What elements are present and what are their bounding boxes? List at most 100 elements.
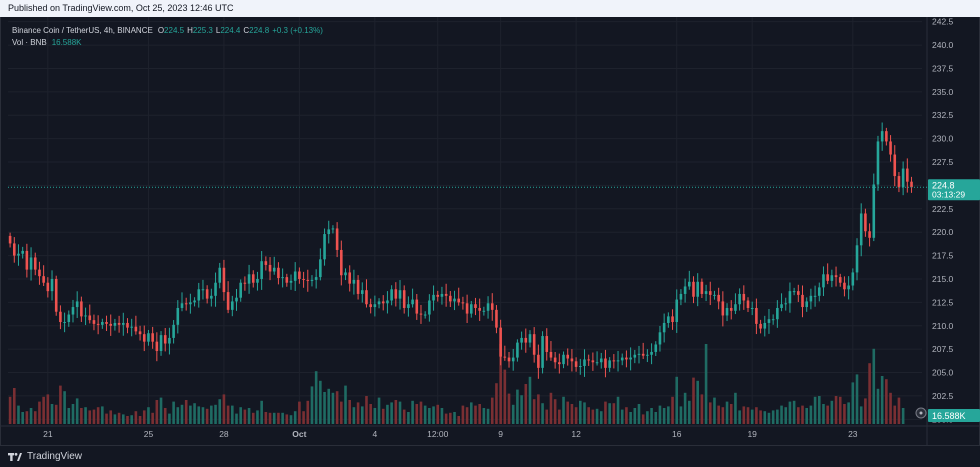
- candle: [172, 320, 175, 344]
- candle: [71, 299, 75, 323]
- x-tick-label: 21: [43, 429, 53, 439]
- candle-body: [67, 314, 71, 323]
- volume-bar: [541, 403, 544, 424]
- volume-bar: [415, 404, 419, 424]
- candle-body: [797, 291, 800, 295]
- volume-bar: [578, 400, 582, 424]
- candle: [599, 352, 603, 369]
- candle: [239, 279, 242, 302]
- chart-settings-icon-dot: [919, 411, 923, 415]
- candle: [637, 345, 641, 364]
- candle: [495, 305, 498, 334]
- candle: [449, 291, 452, 308]
- volume-bar: [398, 401, 402, 424]
- volume-bar: [755, 407, 758, 424]
- legend-symbol[interactable]: Binance Coin / TetherUS, 4h, BINANCE: [12, 26, 153, 35]
- candle: [541, 331, 544, 374]
- legend-volume-row: Vol · BNB 16.588K: [12, 37, 326, 49]
- candle: [63, 312, 66, 333]
- candle-body: [38, 269, 41, 277]
- volume-bar: [335, 391, 339, 424]
- volume-bar: [864, 398, 867, 424]
- volume-bar: [432, 406, 435, 424]
- candle-body: [46, 282, 50, 292]
- candle-body: [394, 289, 398, 299]
- candle: [683, 278, 687, 303]
- volume-bar: [419, 401, 423, 424]
- candle-body: [340, 249, 343, 276]
- volume-bar: [746, 407, 750, 424]
- candle-body: [285, 277, 289, 283]
- volume-bar: [121, 414, 125, 424]
- candle: [96, 315, 100, 335]
- volume-bar: [612, 403, 616, 424]
- candle-body: [147, 333, 150, 342]
- candle: [834, 266, 838, 287]
- candle-body: [172, 324, 175, 338]
- candle: [38, 261, 41, 285]
- candle: [360, 282, 364, 303]
- volume-bar: [101, 406, 104, 424]
- candle-body: [352, 279, 356, 284]
- candle: [168, 327, 171, 355]
- volume-bar: [587, 407, 590, 424]
- volume-bar: [654, 412, 658, 424]
- candles: [8, 122, 913, 379]
- candle-body: [373, 304, 377, 308]
- candle-body: [21, 250, 24, 254]
- volume-bar: [583, 402, 586, 424]
- volume-bar: [50, 404, 54, 424]
- candle-body: [155, 341, 159, 352]
- candle: [562, 351, 565, 369]
- candle: [688, 270, 691, 290]
- legend-volume-label[interactable]: Vol · BNB: [12, 38, 47, 47]
- candle: [75, 291, 79, 318]
- candle: [247, 264, 251, 294]
- volume-bar: [390, 402, 393, 424]
- candle: [214, 272, 217, 307]
- candle-body: [620, 357, 624, 361]
- volume-bar: [486, 408, 490, 424]
- volume-bar: [591, 409, 595, 424]
- candle-body: [537, 354, 540, 368]
- candle-body: [29, 257, 33, 270]
- volume-bar: [545, 409, 549, 424]
- candle-body: [633, 354, 637, 358]
- volume-bar: [293, 411, 297, 424]
- candle: [310, 275, 314, 287]
- candle: [461, 296, 465, 310]
- volume-bar: [319, 380, 322, 424]
- volume-bar: [268, 412, 272, 424]
- volume-bar: [717, 405, 720, 424]
- candle: [797, 284, 800, 302]
- volume-bar: [29, 408, 33, 424]
- candle-body: [692, 281, 695, 297]
- candle: [189, 293, 192, 314]
- candle-body: [117, 322, 121, 325]
- candle-body: [725, 307, 729, 316]
- candle: [235, 289, 238, 311]
- candle-body: [646, 354, 649, 356]
- volume-bar: [662, 408, 666, 424]
- candle: [210, 288, 213, 307]
- volume-bar: [218, 399, 222, 424]
- volume-bar: [356, 402, 360, 424]
- candle: [667, 312, 670, 328]
- volume-bar: [226, 405, 230, 424]
- y-tick-label: 207.5: [932, 344, 954, 354]
- y-tick-label: 237.5: [932, 63, 954, 73]
- candle: [293, 262, 297, 292]
- candle-body: [109, 323, 113, 326]
- candle-body: [738, 293, 741, 305]
- published-text: Published on TradingView.com, Oct 25, 20…: [8, 3, 234, 13]
- volume-bar: [222, 394, 226, 424]
- candle-body: [612, 360, 616, 362]
- candle: [377, 298, 381, 309]
- candle: [285, 273, 289, 287]
- volume-bar: [306, 400, 310, 424]
- candle: [662, 313, 666, 343]
- candle: [717, 287, 720, 310]
- candle-body: [734, 304, 737, 311]
- candle-body: [834, 275, 838, 278]
